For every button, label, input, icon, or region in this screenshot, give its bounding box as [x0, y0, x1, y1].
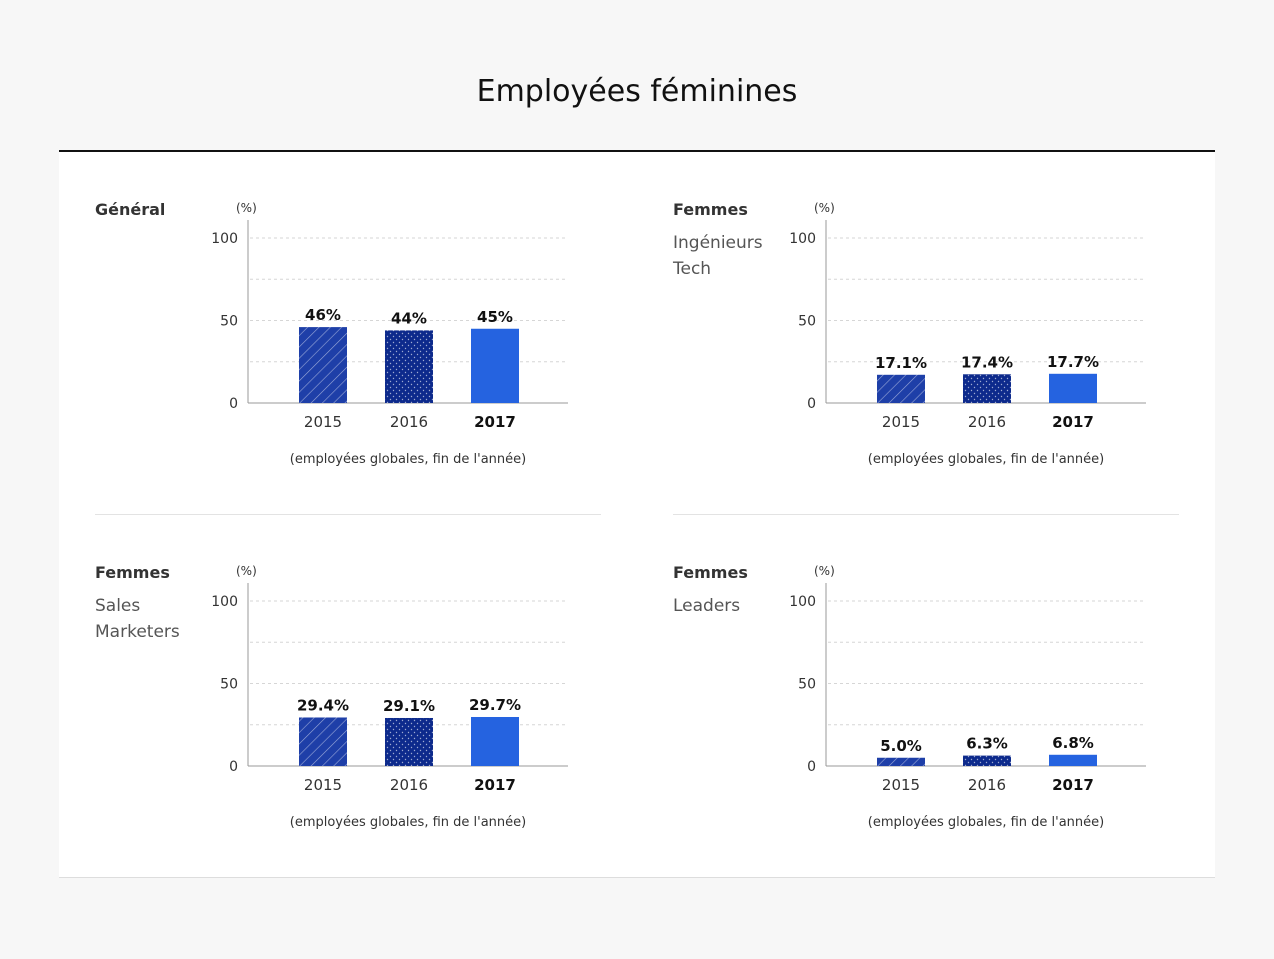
bar-2015 [877, 374, 925, 403]
x-tick-label: 2016 [968, 776, 1006, 794]
unit-label: (%) [814, 564, 835, 578]
y-tick-label: 50 [220, 677, 238, 693]
unit-label: (%) [236, 564, 257, 578]
unit-label: (%) [814, 201, 835, 215]
y-tick-label: 50 [798, 677, 816, 693]
y-tick-label: 0 [229, 759, 238, 775]
value-label: 29.7% [469, 696, 521, 714]
y-tick-label: 100 [789, 594, 816, 610]
chart-svg: (%) 0 50 100 17.1% 2015 17.4% 2016 17.7% 2017 (emp… [789, 201, 1146, 467]
value-label: 44% [391, 309, 427, 327]
chart-subtitle-line: Sales [95, 596, 141, 616]
bar-2015 [299, 327, 347, 403]
chart-subtitle: Ingénieurs Tech [673, 230, 763, 282]
chart-subtitle: Sales Marketers [95, 593, 180, 645]
value-label: 6.3% [966, 735, 1008, 753]
chart-subtitle: Leaders [673, 593, 740, 619]
value-label: 29.4% [297, 696, 349, 714]
chart-tech-engineers: Femmes Ingénieurs Tech (%) 0 50 100 17.1% 2015 17… [673, 200, 1193, 490]
bar-2015 [877, 757, 925, 766]
y-tick-label: 100 [211, 594, 238, 610]
value-label: 45% [477, 308, 513, 326]
value-label: 46% [305, 306, 341, 324]
chart-title: Général [95, 200, 166, 219]
value-label: 5.0% [880, 737, 922, 755]
x-tick-label: 2017 [1052, 776, 1094, 794]
y-tick-label: 50 [220, 314, 238, 330]
x-tick-label: 2017 [474, 413, 516, 431]
y-tick-label: 100 [211, 231, 238, 247]
chart-title: Femmes [673, 200, 748, 219]
chart-general: Général (%) 0 50 100 46% 2015 44% 2016 45% 2017 (em… [95, 200, 615, 490]
x-tick-label: 2016 [390, 413, 428, 431]
chart-title: Femmes [673, 563, 748, 582]
bar-2015 [299, 717, 347, 766]
x-tick-label: 2017 [474, 776, 516, 794]
chart-note: (employées globales, fin de l'année) [868, 815, 1104, 830]
bar-2017 [1049, 373, 1097, 403]
bar-2016 [385, 717, 433, 766]
unit-label: (%) [236, 201, 257, 215]
chart-leaders: Femmes Leaders (%) 0 50 100 5.0% 2015 6.3% 2016 6.… [673, 563, 1193, 853]
y-tick-label: 50 [798, 314, 816, 330]
divider-right [673, 514, 1179, 515]
chart-subtitle-line: Tech [673, 259, 712, 279]
chart-note: (employées globales, fin de l'année) [290, 815, 526, 830]
chart-title: Femmes [95, 563, 170, 582]
chart-subtitle-line: Marketers [95, 622, 180, 642]
x-tick-label: 2015 [882, 776, 920, 794]
chart-sales-marketers: Femmes Sales Marketers (%) 0 50 100 29.4% 2015 29… [95, 563, 615, 853]
chart-svg: (%) 0 50 100 5.0% 2015 6.3% 2016 6.8% 2017 (employ… [789, 564, 1146, 830]
bar-2016 [385, 330, 433, 403]
bar-2017 [1049, 754, 1097, 766]
x-tick-label: 2015 [882, 413, 920, 431]
value-label: 29.1% [383, 697, 435, 715]
x-tick-label: 2017 [1052, 413, 1094, 431]
x-tick-label: 2016 [390, 776, 428, 794]
value-label: 17.4% [961, 353, 1013, 371]
bar-2016 [963, 755, 1011, 766]
bar-2017 [471, 328, 519, 403]
chart-note: (employées globales, fin de l'année) [290, 452, 526, 467]
bar-2016 [963, 374, 1011, 403]
divider-left [95, 514, 601, 515]
x-tick-label: 2015 [304, 776, 342, 794]
chart-svg: (%) 0 50 100 46% 2015 44% 2016 45% 2017 (employées… [211, 201, 568, 467]
page-title: Employées féminines [476, 74, 798, 109]
y-tick-label: 0 [807, 396, 816, 412]
x-tick-label: 2016 [968, 413, 1006, 431]
x-tick-label: 2015 [304, 413, 342, 431]
y-tick-label: 0 [807, 759, 816, 775]
chart-subtitle-line: Leaders [673, 596, 741, 616]
chart-subtitle-line: Ingénieurs [673, 233, 763, 253]
y-tick-label: 0 [229, 396, 238, 412]
y-tick-label: 100 [789, 231, 816, 247]
value-label: 6.8% [1052, 734, 1094, 752]
chart-svg: (%) 0 50 100 29.4% 2015 29.1% 2016 29.7% 2017 (emp… [211, 564, 568, 830]
value-label: 17.7% [1047, 353, 1099, 371]
chart-note: (employées globales, fin de l'année) [868, 452, 1104, 467]
value-label: 17.1% [875, 354, 927, 372]
bar-2017 [471, 716, 519, 766]
